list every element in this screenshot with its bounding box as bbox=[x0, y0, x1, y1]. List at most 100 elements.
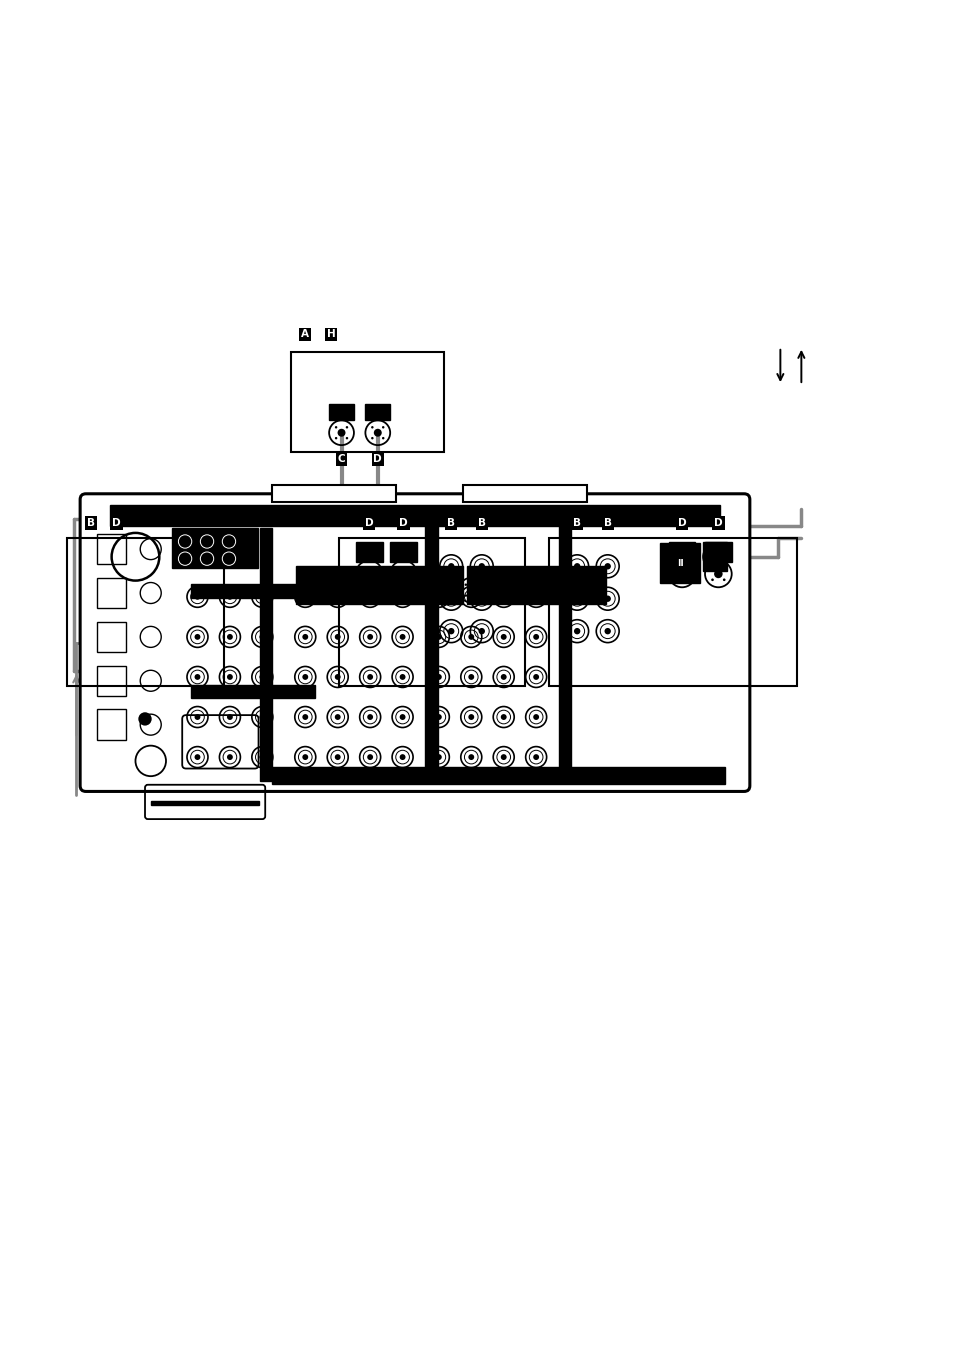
Circle shape bbox=[374, 429, 381, 437]
Circle shape bbox=[678, 569, 685, 579]
Circle shape bbox=[367, 754, 373, 760]
Circle shape bbox=[436, 714, 441, 721]
Bar bbox=[462, 485, 586, 503]
Circle shape bbox=[335, 426, 337, 429]
Circle shape bbox=[396, 595, 399, 596]
Circle shape bbox=[396, 584, 399, 585]
Circle shape bbox=[448, 595, 454, 602]
Text: B: B bbox=[603, 518, 611, 529]
Bar bbox=[97, 665, 126, 696]
Circle shape bbox=[604, 627, 610, 634]
Circle shape bbox=[302, 754, 308, 760]
Circle shape bbox=[302, 675, 308, 680]
Circle shape bbox=[227, 634, 233, 639]
Circle shape bbox=[533, 634, 538, 639]
Text: D: D bbox=[112, 518, 121, 529]
Circle shape bbox=[389, 587, 396, 594]
Circle shape bbox=[337, 429, 345, 437]
Circle shape bbox=[722, 579, 725, 581]
Bar bbox=[355, 542, 382, 561]
Circle shape bbox=[259, 714, 265, 721]
Circle shape bbox=[415, 595, 417, 596]
Circle shape bbox=[194, 714, 200, 721]
Bar bbox=[668, 542, 695, 561]
Circle shape bbox=[194, 634, 200, 639]
Bar bbox=[260, 529, 272, 781]
Circle shape bbox=[332, 584, 335, 585]
Text: A: A bbox=[301, 330, 309, 339]
Bar bbox=[365, 404, 390, 420]
Bar bbox=[191, 684, 314, 698]
Circle shape bbox=[500, 714, 506, 721]
Circle shape bbox=[500, 594, 506, 600]
Text: D: D bbox=[364, 518, 374, 529]
Circle shape bbox=[533, 594, 538, 600]
Bar bbox=[97, 622, 126, 652]
Circle shape bbox=[436, 754, 441, 760]
Bar bbox=[151, 800, 259, 804]
Circle shape bbox=[674, 579, 677, 581]
Circle shape bbox=[475, 595, 477, 596]
Circle shape bbox=[450, 595, 453, 596]
Circle shape bbox=[533, 714, 538, 721]
Circle shape bbox=[399, 594, 405, 600]
Circle shape bbox=[367, 675, 373, 680]
Circle shape bbox=[399, 714, 405, 721]
Circle shape bbox=[302, 634, 308, 639]
Circle shape bbox=[448, 627, 454, 634]
Bar bbox=[97, 534, 126, 564]
Circle shape bbox=[468, 754, 474, 760]
Circle shape bbox=[365, 569, 373, 579]
Circle shape bbox=[500, 634, 506, 639]
Circle shape bbox=[335, 437, 337, 439]
Bar bbox=[295, 566, 462, 604]
Circle shape bbox=[722, 566, 725, 569]
Circle shape bbox=[357, 584, 360, 585]
Circle shape bbox=[335, 634, 340, 639]
Circle shape bbox=[395, 566, 398, 569]
Circle shape bbox=[415, 584, 417, 585]
Circle shape bbox=[475, 584, 477, 585]
Circle shape bbox=[436, 594, 441, 600]
Circle shape bbox=[368, 584, 371, 585]
Circle shape bbox=[399, 754, 405, 760]
Circle shape bbox=[381, 426, 384, 429]
Circle shape bbox=[342, 595, 345, 596]
Circle shape bbox=[478, 562, 484, 569]
Circle shape bbox=[227, 594, 233, 600]
Circle shape bbox=[386, 584, 389, 585]
Circle shape bbox=[468, 594, 474, 600]
Text: D: D bbox=[373, 454, 382, 465]
Circle shape bbox=[259, 634, 265, 639]
Circle shape bbox=[478, 595, 484, 602]
Circle shape bbox=[686, 579, 689, 581]
Circle shape bbox=[710, 579, 713, 581]
Circle shape bbox=[714, 569, 721, 579]
Bar bbox=[704, 542, 731, 561]
FancyBboxPatch shape bbox=[80, 493, 749, 791]
Text: B: B bbox=[447, 518, 455, 529]
Circle shape bbox=[574, 562, 579, 569]
Circle shape bbox=[335, 594, 340, 600]
Circle shape bbox=[381, 437, 384, 439]
Circle shape bbox=[194, 594, 200, 600]
Circle shape bbox=[360, 587, 368, 594]
Circle shape bbox=[464, 584, 467, 585]
Text: D: D bbox=[398, 518, 408, 529]
Circle shape bbox=[468, 634, 474, 639]
Bar bbox=[329, 404, 354, 420]
Circle shape bbox=[335, 587, 342, 594]
Circle shape bbox=[604, 562, 610, 569]
Text: D: D bbox=[713, 518, 722, 529]
Bar bbox=[558, 514, 571, 781]
Circle shape bbox=[357, 595, 360, 596]
Bar bbox=[390, 542, 416, 561]
Circle shape bbox=[302, 714, 308, 721]
Circle shape bbox=[227, 754, 233, 760]
Circle shape bbox=[342, 584, 345, 585]
Circle shape bbox=[674, 566, 677, 569]
Bar bbox=[67, 538, 224, 685]
Bar bbox=[97, 577, 126, 608]
Circle shape bbox=[259, 754, 265, 760]
Circle shape bbox=[386, 595, 389, 596]
